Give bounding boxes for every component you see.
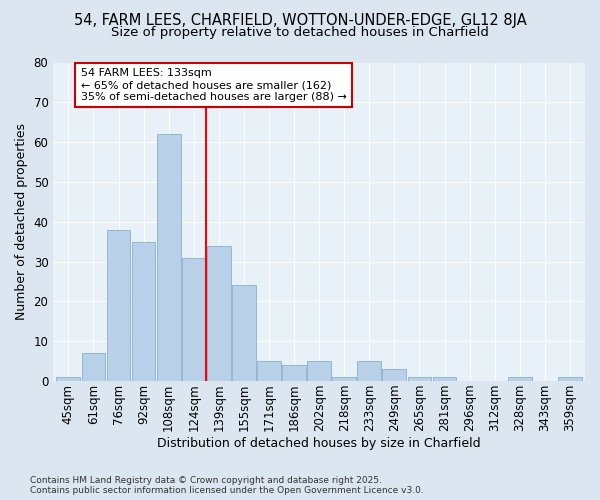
Bar [332, 377, 356, 381]
Bar [358, 361, 381, 381]
Bar [307, 361, 331, 381]
Text: Contains HM Land Registry data © Crown copyright and database right 2025.
Contai: Contains HM Land Registry data © Crown c… [30, 476, 424, 495]
Bar [157, 134, 181, 381]
Bar [131, 242, 155, 381]
Text: Size of property relative to detached houses in Charfield: Size of property relative to detached ho… [111, 26, 489, 39]
Bar [508, 377, 532, 381]
Y-axis label: Number of detached properties: Number of detached properties [15, 124, 28, 320]
X-axis label: Distribution of detached houses by size in Charfield: Distribution of detached houses by size … [157, 437, 481, 450]
Text: 54, FARM LEES, CHARFIELD, WOTTON-UNDER-EDGE, GL12 8JA: 54, FARM LEES, CHARFIELD, WOTTON-UNDER-E… [74, 12, 526, 28]
Bar [257, 361, 281, 381]
Bar [207, 246, 231, 381]
Bar [558, 377, 582, 381]
Bar [407, 377, 431, 381]
Bar [56, 377, 80, 381]
Bar [82, 353, 106, 381]
Bar [232, 286, 256, 381]
Text: 54 FARM LEES: 133sqm
← 65% of detached houses are smaller (162)
35% of semi-deta: 54 FARM LEES: 133sqm ← 65% of detached h… [81, 68, 347, 102]
Bar [182, 258, 206, 381]
Bar [282, 365, 306, 381]
Bar [433, 377, 457, 381]
Bar [107, 230, 130, 381]
Bar [382, 369, 406, 381]
